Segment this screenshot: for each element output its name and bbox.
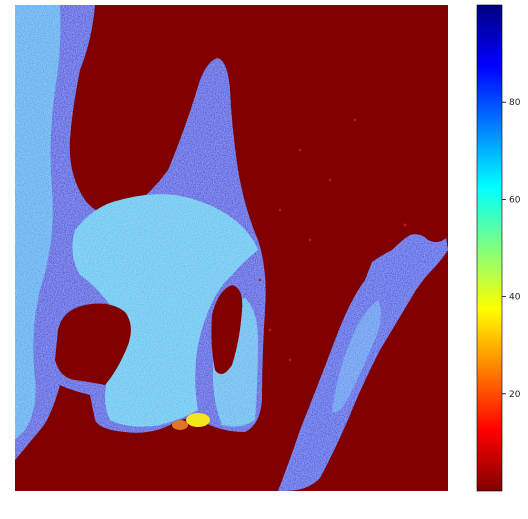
heatmap-image xyxy=(15,5,448,491)
heatmap-hotspot xyxy=(186,413,210,427)
colorbar-tick-label: 80 xyxy=(509,98,521,108)
heatmap-hole-west xyxy=(55,303,131,385)
colorbar-tick-label: 60 xyxy=(509,195,521,205)
heatmap-hole-center xyxy=(211,285,243,374)
heatmap-region-central xyxy=(72,194,258,427)
colorbar-tick-label: 20 xyxy=(509,390,521,400)
heatmap-hotspot-edge xyxy=(172,420,188,430)
heatmap-speckle-points xyxy=(258,118,407,362)
colorbar: 20 40 60 80 xyxy=(476,4,521,492)
heatmap-region-strip-center xyxy=(332,300,381,413)
colorbar-gradient xyxy=(476,4,503,492)
heatmap-region-west xyxy=(15,5,61,440)
colorbar-ticks: 20 40 60 80 xyxy=(502,98,521,400)
colorbar-tick-label: 40 xyxy=(509,293,521,303)
